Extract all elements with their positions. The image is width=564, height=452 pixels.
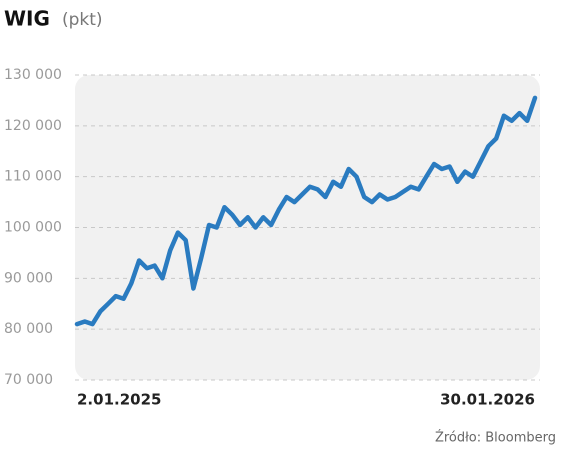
source: Źródło: Bloomberg <box>435 430 556 446</box>
y-tick-label: 110 000 <box>4 169 62 185</box>
y-tick-label: 90 000 <box>4 270 53 286</box>
chart-title: WIG <box>4 7 50 31</box>
x-tick-label: 30.01.2026 <box>440 391 535 409</box>
y-tick-label: 70 000 <box>4 372 53 388</box>
y-tick-label: 100 000 <box>4 220 62 236</box>
x-tick-label: 2.01.2025 <box>77 391 161 409</box>
y-tick-label: 120 000 <box>4 118 62 134</box>
unit-label: (pkt) <box>62 10 103 30</box>
y-tick-label: 80 000 <box>4 321 53 337</box>
line <box>74 95 538 327</box>
y-tick-label: 130 000 <box>4 67 62 83</box>
